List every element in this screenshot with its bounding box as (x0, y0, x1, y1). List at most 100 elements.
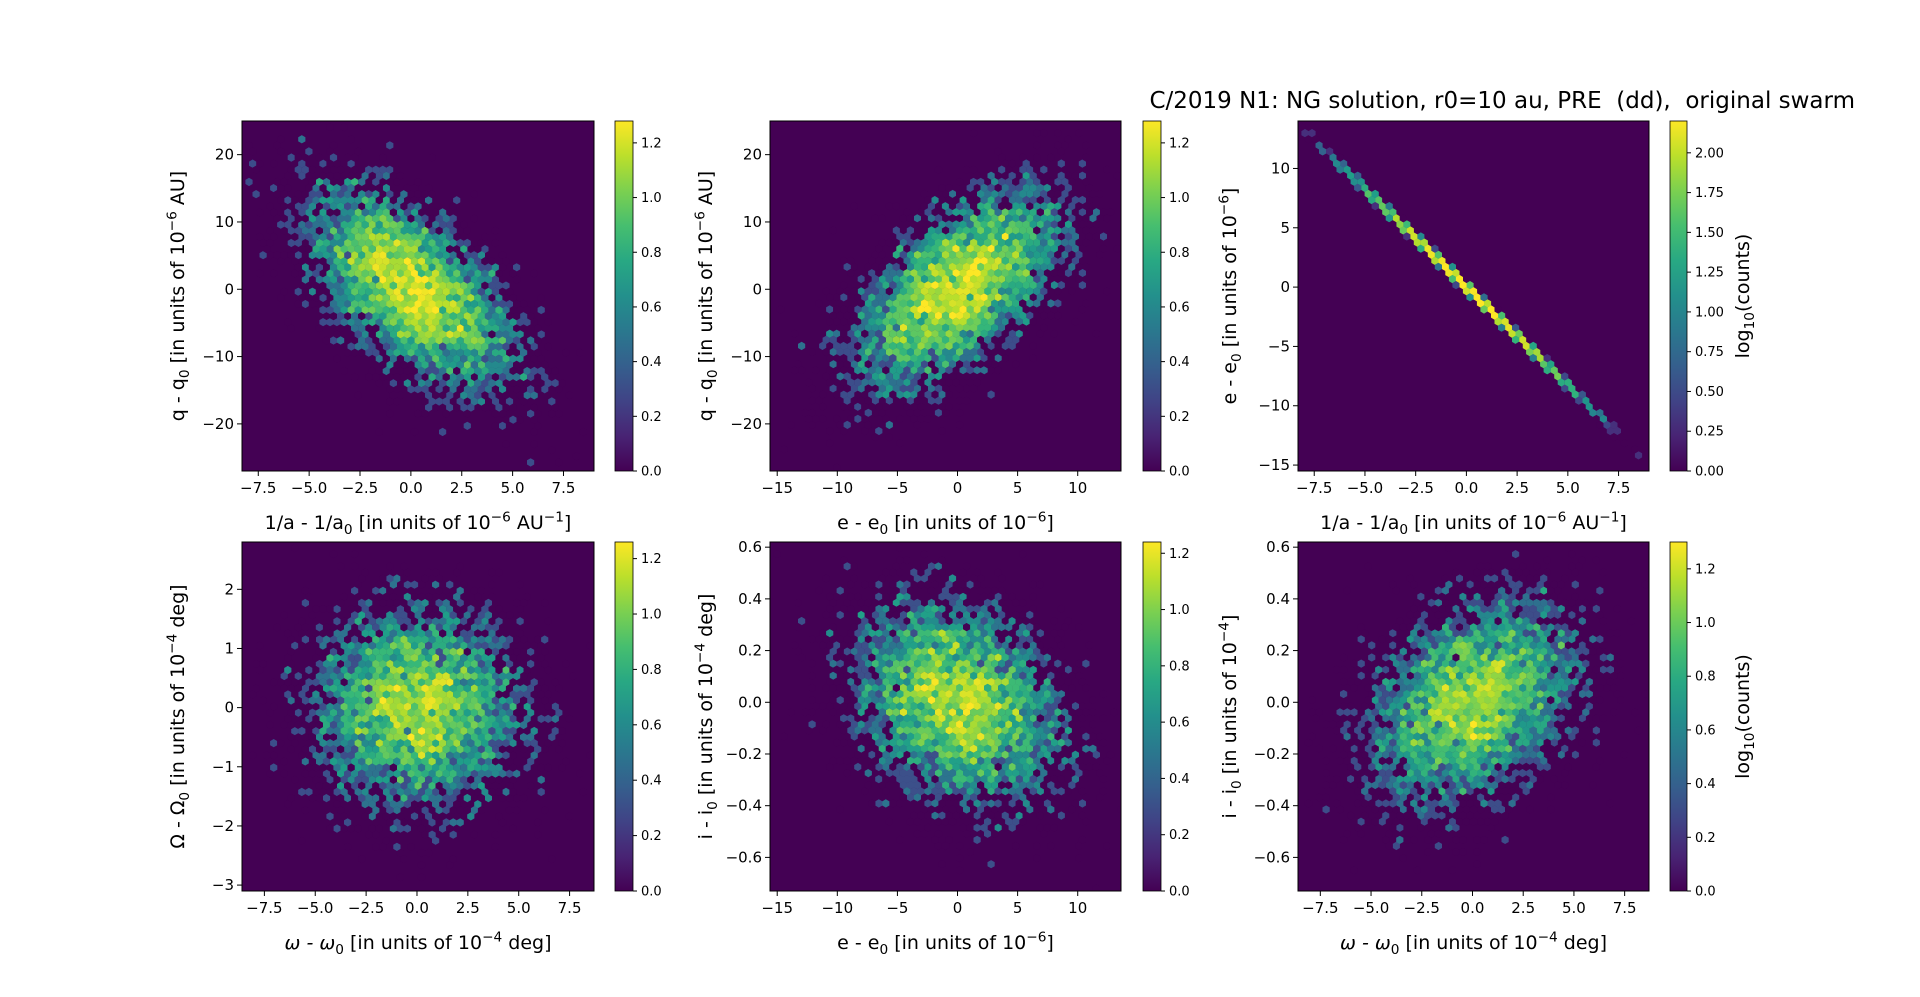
hexbin-cell (931, 714, 939, 723)
hexbin-cell (358, 659, 366, 669)
hexbin-cell (498, 251, 507, 260)
hexbin-cell (252, 190, 260, 199)
hexbin-cell (1033, 141, 1041, 150)
colorbar-tick-label: 0.0 (641, 465, 662, 480)
hexbin-cell (520, 720, 528, 730)
hexbin-cell (864, 598, 872, 607)
axes-frame (241, 120, 595, 472)
hexbin-cell (1008, 592, 1016, 601)
hexbin-cell (446, 403, 454, 412)
hexbin-cell (421, 226, 429, 235)
hexbin-cell (509, 641, 517, 650)
hexbin-cell (987, 256, 995, 265)
hexbin-cell (1554, 372, 1562, 381)
hexbin-cell (368, 171, 376, 180)
hexbin-cell (365, 324, 373, 333)
hexbin-cell (354, 653, 362, 662)
hexbin-cell (291, 232, 299, 241)
hexbin-cell (970, 202, 978, 211)
hexbin-cell (987, 860, 995, 869)
hexbin-cell (449, 385, 457, 394)
hexbin-cell (899, 683, 907, 692)
hexbin-cell (305, 678, 313, 687)
hexbin-cell (1494, 317, 1502, 326)
hexbin-cell (446, 318, 454, 327)
hexbin-cell (344, 793, 352, 803)
hexbin-cell (931, 244, 939, 253)
hexbin-cell (534, 720, 542, 730)
hexbin-cell (417, 244, 426, 254)
hexbin-cell (407, 190, 415, 199)
hexbin-cell (864, 683, 872, 692)
hexbin-cell (396, 848, 404, 858)
hexbin-cell (1040, 287, 1048, 296)
hexbin-cell (291, 269, 299, 278)
hexbin-cell (948, 360, 957, 369)
hexbin-cell (467, 281, 475, 290)
hexbin-cell (864, 311, 872, 320)
hexbin-cell (966, 677, 974, 686)
hexbin-cell (1054, 708, 1062, 717)
hexbin-cell (294, 672, 302, 681)
hexbin-cell (963, 805, 971, 814)
hexbin-cell (998, 323, 1006, 332)
hexbin-cell (358, 214, 366, 223)
hexbin-cell (513, 348, 521, 357)
hexbin-cell (1501, 317, 1509, 326)
hexbin-cell (530, 751, 538, 760)
hexbin-cell (351, 348, 359, 357)
hexbin-cell (906, 793, 914, 802)
hexbin-cell (1371, 189, 1379, 199)
hexbin-cell (298, 836, 306, 845)
hexbin-cell (966, 629, 974, 638)
hexbin-cell (530, 391, 538, 400)
hexbin-cell (428, 672, 436, 681)
hexbin-cell (847, 580, 855, 589)
hexbin-cell (945, 665, 953, 674)
hexbin-cell (403, 318, 411, 327)
hexbin-cell (337, 324, 345, 333)
hexbin-cell (1092, 750, 1100, 759)
hexbin-cell (899, 238, 907, 247)
hexbin-cell (393, 659, 401, 669)
hexbin-cell (966, 220, 974, 229)
hexbin-cell (340, 629, 348, 638)
hexbin-cell (843, 420, 851, 430)
hexbin-cell (1054, 744, 1062, 753)
hexbin-cell (1026, 274, 1034, 284)
hexbin-cell (1015, 256, 1023, 265)
hexbin-cell (1026, 177, 1034, 186)
hexbin-cell (379, 287, 387, 296)
hexbin-cell (400, 263, 408, 272)
hexbin-cell (1036, 244, 1044, 253)
hexbin-cell (439, 318, 447, 327)
hexbin-cell (840, 426, 848, 436)
hexbin-cell (523, 379, 531, 388)
hexbin-cell (368, 220, 376, 229)
hexbin-cell (417, 379, 426, 388)
hexbin-cell (379, 324, 387, 333)
hexbin-cell (484, 336, 492, 345)
hexbin-cell (945, 183, 953, 192)
hexbin-cell (913, 214, 921, 223)
hexbin-cell (1082, 153, 1090, 162)
hexbin-cell (801, 408, 809, 417)
hexbin-cell (987, 604, 995, 613)
hexbin-cell (868, 402, 876, 411)
hexbin-cell (833, 641, 841, 650)
hexbin-cell (998, 744, 1006, 753)
hexbin-cell (502, 342, 510, 351)
hexbin-cell (892, 262, 900, 271)
hexbin-cell (432, 391, 440, 400)
hexbin-cell (1057, 268, 1065, 278)
hexbin-cell (400, 672, 408, 681)
label-segment: deg] (502, 932, 551, 954)
hexbin-cell (864, 659, 872, 668)
hexbin-cell (1571, 390, 1579, 399)
hexbin-cell (991, 586, 999, 595)
hexbin-cell (878, 335, 886, 344)
hexbin-cell (1005, 695, 1013, 705)
hexbin-cell (498, 312, 507, 321)
hexbin-cell (984, 323, 992, 332)
hexbin-cell (505, 312, 514, 321)
